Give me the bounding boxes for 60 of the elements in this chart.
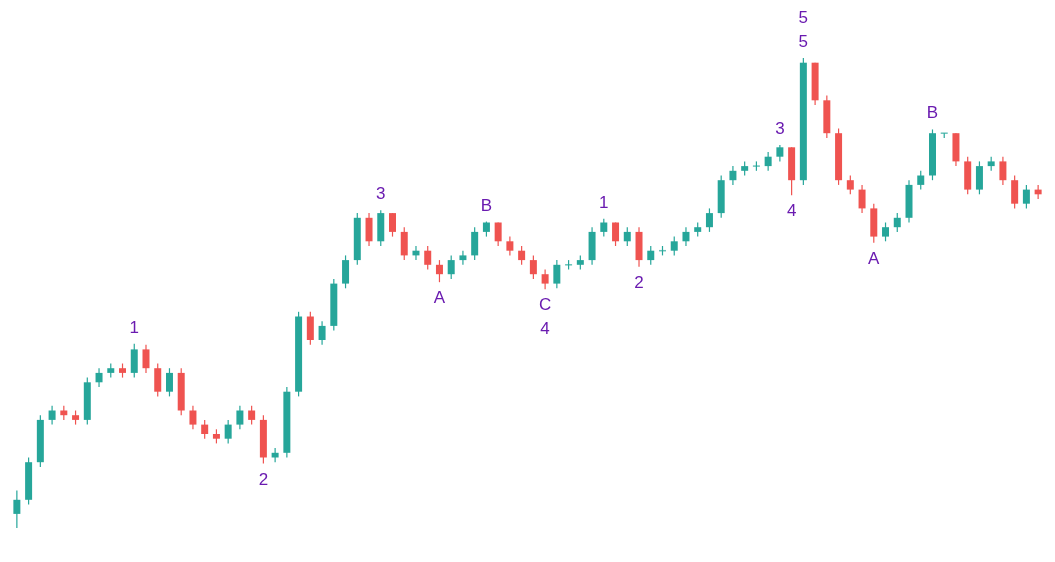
- annotation: 2: [634, 272, 644, 292]
- annotation: B: [480, 195, 493, 215]
- candlestick: [189, 405, 197, 430]
- candlestick: [165, 367, 173, 397]
- annotation: 5: [798, 8, 809, 27]
- candlestick: [236, 405, 244, 430]
- annotation: 3: [376, 184, 386, 204]
- candlestick: [13, 489, 21, 529]
- annotation: 4: [786, 201, 797, 221]
- candlestick: [142, 344, 150, 374]
- candlestick: [400, 226, 408, 261]
- annotation: C: [538, 295, 552, 315]
- annotation: 1: [599, 192, 609, 212]
- candlestick: [623, 226, 631, 247]
- candlestick: [435, 259, 443, 283]
- candlestick: [389, 212, 397, 238]
- annotation: 1: [129, 317, 139, 337]
- candlestick: [647, 245, 655, 266]
- candlestick: [48, 405, 56, 426]
- candlestick: [893, 212, 901, 233]
- candlestick: [1011, 174, 1019, 209]
- candlestick: [917, 170, 925, 191]
- candlestick: [201, 419, 209, 440]
- candlestick: [271, 447, 279, 463]
- candlestick: [130, 343, 138, 379]
- candlestick: [318, 320, 326, 346]
- candlestick: [858, 184, 866, 214]
- annotation: A: [868, 248, 881, 268]
- candlestick: [764, 151, 772, 172]
- candlestick: [882, 221, 890, 242]
- candlestick: [248, 405, 256, 426]
- annotation: 2: [258, 469, 269, 489]
- candlestick: [224, 419, 232, 444]
- candlestick: [999, 156, 1007, 186]
- candlestick: [670, 236, 678, 256]
- candlestick: [447, 254, 455, 280]
- annotation: 4: [540, 319, 550, 339]
- candlestick: [365, 212, 373, 247]
- candlestick: [506, 236, 514, 256]
- candlestick: [541, 268, 549, 290]
- candlestick: [1022, 184, 1030, 209]
- annotation: B: [926, 103, 939, 123]
- candlestick: [553, 259, 561, 289]
- candlestick: [342, 254, 350, 289]
- candlestick: [306, 311, 314, 346]
- annotation: 5: [798, 32, 809, 51]
- candlestick: [975, 160, 983, 195]
- candlestick: [518, 245, 526, 266]
- candlestick: [682, 226, 690, 247]
- annotation: A: [433, 288, 446, 308]
- candlestick: [846, 174, 854, 195]
- candlestick: [529, 254, 537, 280]
- candlestick: [729, 165, 737, 186]
- candlestick: [705, 207, 713, 233]
- annotation: 3: [775, 118, 785, 138]
- candlestick: [95, 367, 103, 388]
- candlestick: [154, 362, 162, 397]
- candlestick: [459, 250, 467, 266]
- candlestick: [424, 245, 432, 271]
- candlestick: [471, 226, 479, 261]
